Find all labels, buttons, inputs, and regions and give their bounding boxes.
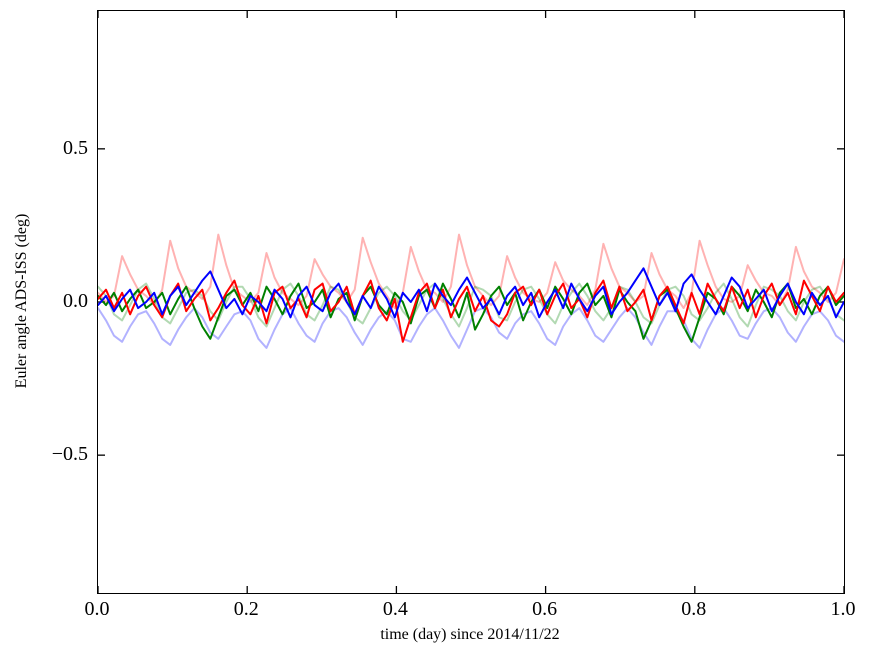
x-tick-label: 0.2 (233, 598, 259, 620)
series-euler-angle-3-pale (98, 307, 844, 349)
y-tick-label: 0.5 (63, 136, 88, 159)
x-tick-label: 1.0 (830, 598, 856, 620)
x-axis-label: time (day) since 2014/11/22 (380, 626, 560, 643)
x-tick-label: 0.0 (84, 598, 110, 620)
x-tick-label: 0.6 (532, 598, 558, 620)
y-tick-label: 0.0 (63, 290, 88, 312)
chart-canvas (98, 11, 844, 593)
plot-area (97, 10, 845, 594)
y-axis-label: Euler angle ADS-ISS (deg) (13, 213, 30, 389)
series-euler-angle-1-pale (98, 233, 844, 310)
x-tick-label: 0.8 (681, 598, 707, 620)
y-tick-label: −0.5 (51, 443, 88, 466)
series-euler-angle-3 (98, 267, 844, 319)
x-tick-label: 0.4 (382, 598, 408, 620)
